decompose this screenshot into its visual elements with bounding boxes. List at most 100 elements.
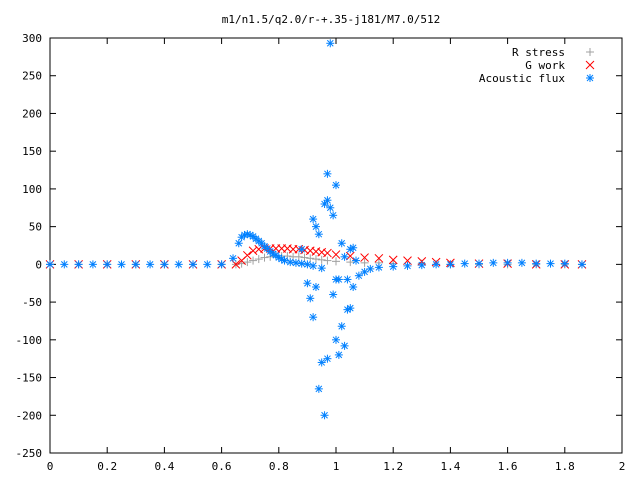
x-tick-label: 0.8 xyxy=(269,460,289,473)
legend-label: R stress xyxy=(512,46,565,59)
data-point xyxy=(334,350,343,359)
data-point xyxy=(294,252,303,261)
data-point xyxy=(314,230,323,239)
data-point xyxy=(337,239,346,248)
data-point xyxy=(446,260,455,269)
data-point xyxy=(297,245,306,254)
data-point xyxy=(46,260,54,269)
plot-frame xyxy=(49,37,623,454)
data-point xyxy=(360,267,369,276)
data-point xyxy=(345,251,355,261)
data-point xyxy=(311,222,320,231)
data-point xyxy=(234,239,243,248)
data-point xyxy=(306,254,315,263)
data-point xyxy=(352,256,361,265)
data-point xyxy=(309,215,318,224)
data-point xyxy=(460,259,469,268)
data-point xyxy=(203,260,212,269)
legend-item: G work xyxy=(525,59,595,72)
legend-marker xyxy=(585,60,595,70)
x-tick-label: 0.6 xyxy=(212,460,232,473)
x-tick-label: 0.4 xyxy=(154,460,174,473)
y-tick-label: 100 xyxy=(22,183,42,196)
tick-labels: 300 250 200 150 100 50 0 -50 -100 -150 -200 -250 0 0.… xyxy=(16,32,626,473)
series-acoustic-flux xyxy=(46,39,586,420)
y-tick-label: -100 xyxy=(16,334,43,347)
data-point xyxy=(317,264,326,273)
data-point xyxy=(160,260,169,269)
data-point xyxy=(117,260,126,269)
data-point xyxy=(103,260,112,269)
data-point xyxy=(326,39,335,48)
x-tick-label: 1.8 xyxy=(555,460,575,473)
data-point xyxy=(331,250,341,259)
data-point xyxy=(329,290,338,299)
data-point xyxy=(303,279,312,288)
data-point xyxy=(346,304,355,313)
data-point xyxy=(354,271,363,280)
data-point xyxy=(314,384,323,393)
data-point xyxy=(286,258,295,267)
data-point xyxy=(332,181,340,190)
data-point xyxy=(131,260,140,269)
y-tick-label: -200 xyxy=(16,409,43,422)
data-point xyxy=(323,196,332,205)
data-point xyxy=(360,253,369,262)
data-point xyxy=(291,258,300,267)
data-point xyxy=(332,257,340,266)
x-tick-label: 1.2 xyxy=(383,460,403,473)
x-tick-label: 0.2 xyxy=(97,460,117,473)
data-point xyxy=(309,261,318,270)
data-point xyxy=(323,169,332,178)
data-point xyxy=(306,294,315,303)
data-point xyxy=(146,260,155,269)
data-point xyxy=(217,260,226,269)
data-point xyxy=(517,258,526,267)
data-point xyxy=(323,354,332,363)
data-point xyxy=(349,243,358,252)
y-tick-label: 250 xyxy=(22,70,42,83)
data-point xyxy=(254,255,263,264)
data-point xyxy=(432,260,441,269)
legend-label: G work xyxy=(525,59,565,72)
data-point xyxy=(374,263,383,272)
y-tick-label: 300 xyxy=(22,32,42,45)
data-point xyxy=(360,258,369,267)
data-point xyxy=(577,260,586,269)
data-point xyxy=(317,358,326,367)
data-point xyxy=(243,258,252,267)
x-tick-label: 1 xyxy=(333,460,340,473)
data-point xyxy=(329,211,338,220)
data-point xyxy=(337,322,346,331)
data-point xyxy=(323,248,332,258)
data-point xyxy=(88,260,97,269)
y-tick-label: -50 xyxy=(22,296,42,309)
data-point xyxy=(248,246,258,256)
data-point xyxy=(311,255,320,264)
legend-marker xyxy=(586,48,594,56)
y-tick-label: 50 xyxy=(29,221,42,234)
data-point xyxy=(403,261,412,270)
x-tick-label: 1.4 xyxy=(440,460,460,473)
data-point xyxy=(366,264,375,273)
data-point xyxy=(303,260,312,269)
data-point xyxy=(326,203,335,212)
data-point xyxy=(311,283,320,291)
data-point xyxy=(242,250,252,260)
data-point xyxy=(417,261,426,270)
data-point xyxy=(475,259,483,268)
data-point xyxy=(174,260,183,269)
x-tick-label: 2 xyxy=(619,460,626,473)
chart-title: m1/n1.5/q2.0/r-+.35-j181/M7.0/512 xyxy=(222,13,441,26)
data-point xyxy=(346,258,355,267)
legend-item: Acoustic flux xyxy=(479,72,594,85)
data-point xyxy=(249,256,258,265)
legend-item: R stress xyxy=(512,46,594,59)
data-point xyxy=(300,253,309,262)
data-point xyxy=(60,260,69,269)
data-point xyxy=(323,256,332,265)
data-point xyxy=(189,260,197,269)
data-point xyxy=(343,275,352,284)
